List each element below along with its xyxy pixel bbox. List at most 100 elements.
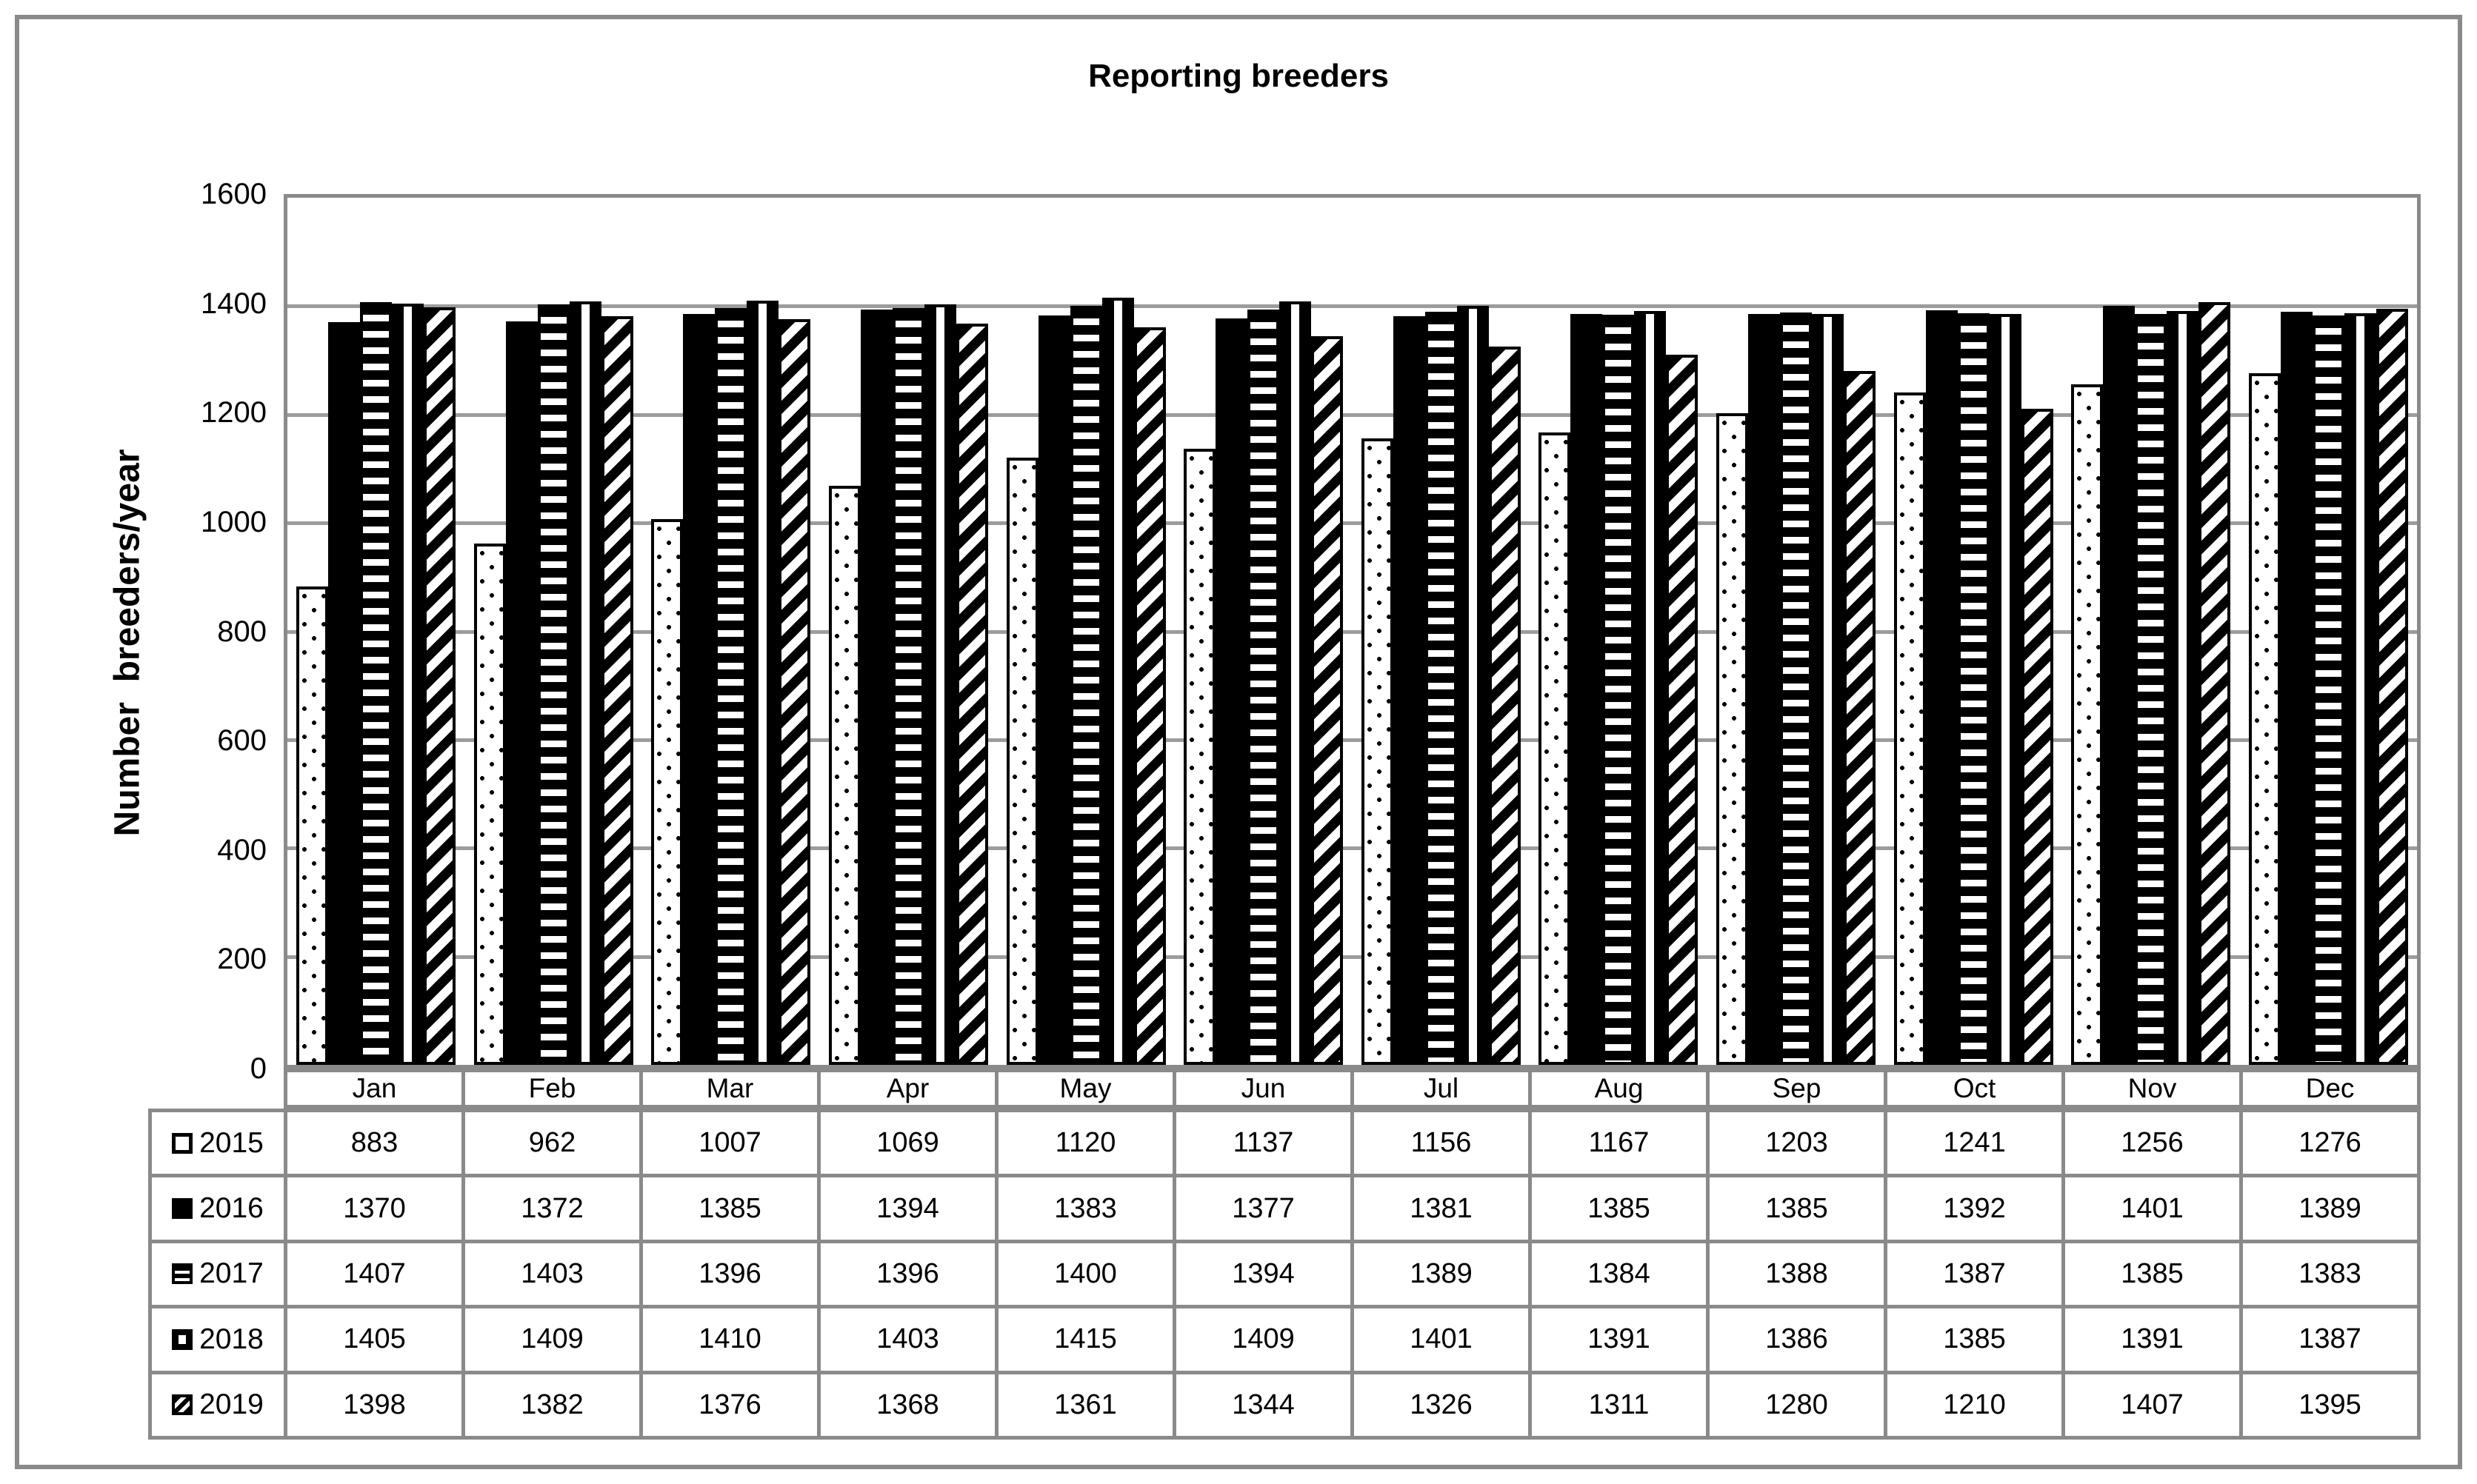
bar-2015-Jan xyxy=(296,586,329,1065)
bar-2017-Oct xyxy=(1957,313,1990,1065)
bar-2017-Feb xyxy=(537,304,570,1065)
gridline xyxy=(287,304,2417,309)
y-tick-label: 800 xyxy=(217,615,267,648)
legend-year-label: 2016 xyxy=(199,1192,264,1225)
bar-2015-Feb xyxy=(473,544,506,1065)
table-cell-2017-Nov: 1385 xyxy=(2065,1243,2239,1306)
bar-2019-Dec xyxy=(2376,309,2408,1065)
bar-2018-Jun xyxy=(1279,301,1312,1065)
bar-2019-Jan xyxy=(424,307,456,1065)
table-cell-2016-May: 1383 xyxy=(999,1177,1173,1240)
legend-year-label: 2015 xyxy=(199,1126,264,1159)
bar-2017-Apr xyxy=(893,308,925,1065)
bar-2017-Jul xyxy=(1424,312,1457,1065)
bar-2016-Apr xyxy=(861,310,893,1065)
bar-2016-Mar xyxy=(683,314,716,1065)
table-cell-2019-May: 1361 xyxy=(999,1374,1173,1436)
table-cell-2018-Jun: 1409 xyxy=(1176,1308,1350,1371)
table-cell-2018-Jan: 1405 xyxy=(287,1308,461,1371)
table-cell-2017-Dec: 1383 xyxy=(2243,1243,2417,1306)
legend-cell-2016: 2016 xyxy=(152,1177,284,1240)
table-cell-2017-Jul: 1389 xyxy=(1354,1243,1528,1306)
y-tick-label: 600 xyxy=(217,724,267,758)
table-cell-2016-Sep: 1385 xyxy=(1710,1177,1884,1240)
bar-2019-Apr xyxy=(956,324,989,1065)
month-header-row: Jan Feb Mar Apr May Jun Jul Aug Sep Oct Nov Dec xyxy=(284,1069,2421,1109)
bar-2015-May xyxy=(1006,458,1039,1065)
bar-2015-Aug xyxy=(1538,432,1571,1065)
bar-2016-Jan xyxy=(328,322,361,1065)
table-cell-2016-Jan: 1370 xyxy=(287,1177,461,1240)
gridline xyxy=(287,412,2417,417)
month-header-cell: Mar xyxy=(643,1072,817,1105)
bar-2019-Mar xyxy=(779,319,811,1065)
data-table: 2015 883 962 1007 1069 1120 1137 1156 1167 1203 12… xyxy=(148,1109,2421,1440)
legend-cell-2018: 2018 xyxy=(152,1308,284,1371)
legend-swatch-icon xyxy=(172,1328,193,1350)
bar-2015-Mar xyxy=(651,519,684,1065)
bar-2017-May xyxy=(1070,306,1102,1065)
bar-2018-Aug xyxy=(1634,311,1667,1065)
bar-2019-Jun xyxy=(1311,336,1344,1065)
table-cell-2019-Jul: 1326 xyxy=(1354,1374,1528,1436)
y-tick-label: 1000 xyxy=(201,505,267,538)
month-header-cell: Jan xyxy=(287,1072,461,1105)
table-cell-2015-Jan: 883 xyxy=(287,1112,461,1174)
table-cell-2019-Jan: 1398 xyxy=(287,1374,461,1436)
legend-year-label: 2018 xyxy=(199,1323,264,1355)
bar-2018-Mar xyxy=(747,301,779,1065)
gridline xyxy=(287,629,2417,634)
table-cell-2016-Apr: 1394 xyxy=(821,1177,995,1240)
legend-cell-2019: 2019 xyxy=(152,1374,284,1436)
table-cell-2017-Apr: 1396 xyxy=(821,1243,995,1306)
bar-2015-Jul xyxy=(1361,438,1393,1065)
y-tick-label: 400 xyxy=(217,833,267,866)
bar-2016-Feb xyxy=(505,321,538,1065)
month-header-cell: Apr xyxy=(821,1072,995,1105)
legend-swatch-icon xyxy=(172,1394,193,1416)
bar-2016-Sep xyxy=(1747,314,1780,1065)
bar-2019-Sep xyxy=(1843,371,1876,1065)
bar-2019-Oct xyxy=(2021,409,2053,1065)
month-header-cell: Dec xyxy=(2243,1072,2417,1105)
table-cell-2015-Aug: 1167 xyxy=(1532,1112,1706,1174)
y-tick-label: 1400 xyxy=(201,287,267,320)
legend-cell-2017: 2017 xyxy=(152,1243,284,1306)
table-cell-2018-Feb: 1409 xyxy=(465,1308,639,1371)
table-cell-2018-Apr: 1403 xyxy=(821,1308,995,1371)
table-cell-2019-Mar: 1376 xyxy=(643,1374,817,1436)
bar-2018-Apr xyxy=(924,304,957,1065)
gridline xyxy=(287,846,2417,851)
y-tick-label: 1600 xyxy=(201,178,267,210)
table-cell-2018-Nov: 1391 xyxy=(2065,1308,2239,1371)
legend-year-label: 2019 xyxy=(199,1388,264,1421)
table-cell-2017-May: 1400 xyxy=(999,1243,1173,1306)
month-header-cell: Jul xyxy=(1354,1072,1528,1105)
bar-2016-May xyxy=(1038,315,1070,1065)
legend-swatch-icon xyxy=(172,1263,193,1285)
y-tick-label: 200 xyxy=(217,943,267,976)
table-cell-2017-Aug: 1384 xyxy=(1532,1243,1706,1306)
month-header-cell: Nov xyxy=(2065,1072,2239,1105)
table-cell-2017-Feb: 1403 xyxy=(465,1243,639,1306)
table-cell-2017-Mar: 1396 xyxy=(643,1243,817,1306)
bar-2018-May xyxy=(1101,298,1134,1065)
table-cell-2016-Dec: 1389 xyxy=(2243,1177,2417,1240)
bar-2018-Oct xyxy=(1989,314,2021,1065)
bar-2016-Aug xyxy=(1570,314,1603,1065)
table-cell-2018-Sep: 1386 xyxy=(1710,1308,1884,1371)
table-cell-2016-Oct: 1392 xyxy=(1887,1177,2061,1240)
bar-2015-Oct xyxy=(1893,392,1926,1065)
bar-2016-Jul xyxy=(1393,316,1425,1065)
bar-2015-Apr xyxy=(829,486,861,1065)
bar-2017-Jun xyxy=(1247,310,1280,1065)
legend-swatch-icon xyxy=(172,1198,193,1220)
table-cell-2019-Aug: 1311 xyxy=(1532,1374,1706,1436)
table-cell-2015-Jul: 1156 xyxy=(1354,1112,1528,1174)
table-cell-2018-Dec: 1387 xyxy=(2243,1308,2417,1371)
bar-2016-Jun xyxy=(1216,318,1248,1065)
table-cell-2015-May: 1120 xyxy=(999,1112,1173,1174)
table-cell-2015-Oct: 1241 xyxy=(1887,1112,2061,1174)
table-cell-2015-Dec: 1276 xyxy=(2243,1112,2417,1174)
month-header-cell: Oct xyxy=(1887,1072,2061,1105)
